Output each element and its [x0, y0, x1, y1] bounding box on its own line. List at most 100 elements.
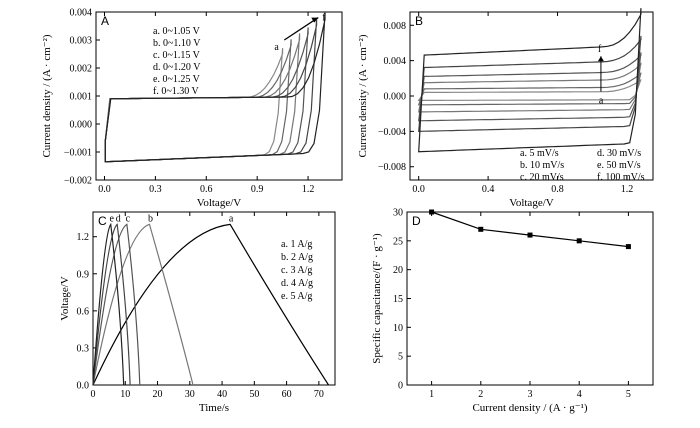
legend-entry: e. 0~1.25 V [153, 74, 201, 85]
y-tick-label: 0 [398, 381, 403, 392]
peak-label-c: c [126, 213, 131, 224]
x-axis-label: Voltage/V [509, 197, 553, 209]
y-tick-label: 0.6 [77, 306, 90, 317]
cv-curve-e [418, 35, 642, 133]
plot-frame [406, 211, 654, 386]
y-tick-label: 0.9 [77, 269, 90, 280]
capacitance-line [431, 211, 629, 248]
gcd-curve-a [92, 223, 330, 386]
y-axis-label: Current density / (A · cm⁻²) [41, 34, 53, 157]
y-tick-label: −0.002 [64, 176, 92, 187]
x-tick-label: 0.0 [98, 184, 111, 195]
x-tick-label: 20 [153, 389, 163, 400]
legend-entry: d. 0~1.20 V [153, 62, 201, 73]
y-axis-label: Voltage/V [59, 276, 71, 320]
cv-curve-f [418, 8, 642, 153]
arrow-label-end: f [322, 13, 326, 24]
x-tick-label: 3 [528, 389, 533, 400]
peak-label-e: e [110, 213, 115, 224]
data-point [625, 244, 631, 250]
x-tick-label: 0.8 [551, 184, 564, 195]
arrow-head-icon [597, 56, 604, 62]
y-tick-label: −0.008 [378, 162, 406, 173]
trend-arrow [283, 17, 319, 41]
legend-entry: b. 10 mV/s [520, 160, 564, 171]
y-axis-label: Current density / (A · cm⁻²) [357, 34, 369, 157]
x-axis-label: Time/s [199, 402, 229, 414]
legend-entry: e. 5 A/g [281, 291, 312, 302]
x-tick-label: 40 [217, 389, 227, 400]
x-tick-label: 1 [429, 389, 434, 400]
gcd-curve-c [92, 223, 141, 386]
legend-entry: f. 0~1.30 V [153, 86, 200, 97]
y-tick-label: 30 [393, 208, 403, 219]
x-tick-label: 0.9 [251, 184, 264, 195]
legend-entry: a. 5 mV/s [520, 148, 559, 159]
x-tick-label: 4 [577, 389, 582, 400]
y-tick-label: 0.000 [70, 120, 93, 131]
y-tick-label: 0.008 [384, 21, 407, 32]
legend-entry: e. 50 mV/s [597, 160, 641, 171]
legend-entry: c. 20 mV/s [520, 172, 564, 183]
x-axis-label: Current density / (A · g⁻¹) [472, 402, 587, 414]
arrow-label-end: f [598, 44, 602, 55]
y-tick-label: 20 [393, 265, 403, 276]
x-tick-label: 0.0 [412, 184, 425, 195]
panel-a: 0.0 0.3 0.6 0.9 1.2 −0.002 −0.001 0.000 0.001 0.0… [41, 8, 343, 209]
y-tick-label: 0.0 [77, 381, 90, 392]
legend-entry: f. 100 mV/s [597, 172, 645, 183]
panel-letter: B [415, 14, 423, 28]
legend-entry: b. 0~1.10 V [153, 38, 201, 49]
legend-entry: d. 30 mV/s [597, 148, 641, 159]
cv-curve-c [417, 62, 642, 113]
y-tick-label: 0.003 [70, 36, 93, 47]
x-tick-label: 30 [185, 389, 195, 400]
arrow-label-start: a [599, 96, 604, 107]
panel-letter: C [98, 214, 107, 228]
y-tick-label: 10 [393, 323, 403, 334]
y-axis-label: Specific capacitance/(F · g⁻¹) [371, 233, 383, 364]
x-tick-label: 50 [249, 389, 259, 400]
y-tick-label: 0.000 [384, 92, 407, 103]
x-tick-label: 70 [314, 389, 324, 400]
x-tick-label: 0 [91, 389, 96, 400]
arrow-head-icon [311, 17, 319, 23]
cv-curve-f [104, 12, 326, 163]
x-tick-label: 1.2 [621, 184, 634, 195]
gcd-curve-d [92, 223, 131, 386]
x-tick-label: 5 [626, 389, 631, 400]
panel-c: 0 10 20 30 40 50 60 70 0.0 0.3 0.6 0.9 1.2 Time/s Volt… [59, 211, 336, 414]
panel-d: 1 2 3 4 5 0 5 10 15 20 25 30 Current density / (A · … [371, 208, 654, 414]
x-tick-label: 10 [120, 389, 130, 400]
cv-curve-a [417, 79, 642, 101]
x-tick-label: 60 [282, 389, 292, 400]
legend-entry: b. 2 A/g [281, 252, 313, 263]
legend-entry: c. 3 A/g [281, 265, 312, 276]
y-tick-label: 0.001 [70, 92, 93, 103]
x-tick-label: 2 [478, 389, 483, 400]
x-tick-label: 0.4 [482, 184, 495, 195]
y-tick-label: 0.004 [70, 8, 93, 19]
data-point [576, 238, 582, 244]
legend-entry: c. 0~1.15 V [153, 50, 201, 61]
gcd-curve-b [92, 223, 194, 386]
data-point [478, 226, 484, 232]
y-tick-label: −0.004 [378, 127, 406, 138]
x-axis-label: Voltage/V [197, 197, 241, 209]
panel-b: 0.0 0.4 0.8 1.2 −0.008 −0.004 0.000 0.004 0.008 V… [357, 8, 654, 209]
plot-frame [92, 211, 336, 386]
x-tick-label: 1.2 [302, 184, 315, 195]
y-tick-label: 15 [393, 294, 403, 305]
legend-entry: a. 1 A/g [281, 239, 312, 250]
legend-entry: a. 0~1.05 V [153, 26, 201, 37]
data-point [527, 232, 533, 238]
legend-entry: d. 4 A/g [281, 278, 313, 289]
cv-curve-d [418, 52, 642, 122]
panel-letter: A [101, 14, 109, 28]
gcd-curve-e [92, 222, 125, 386]
peak-label-b: b [148, 213, 153, 224]
x-tick-label: 0.6 [200, 184, 213, 195]
y-tick-label: 0.004 [384, 56, 407, 67]
cv-curve-b [417, 72, 642, 106]
data-point [429, 209, 435, 215]
